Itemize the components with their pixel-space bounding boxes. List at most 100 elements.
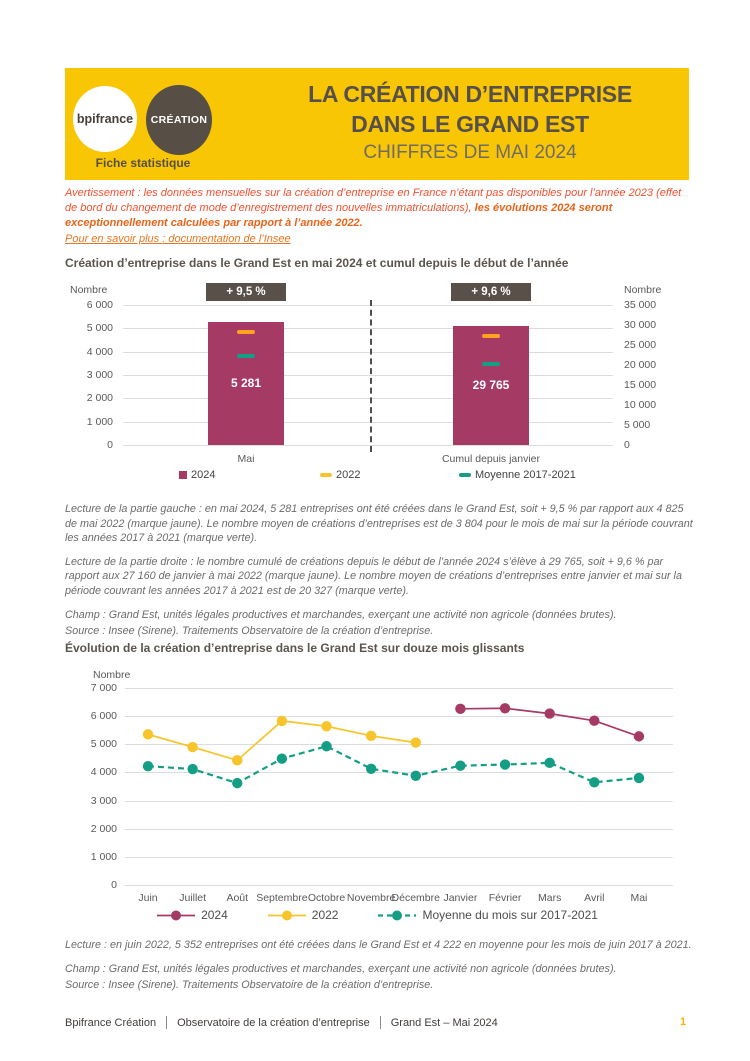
series-point-2024 [499, 703, 511, 714]
chart2-month-label: Juin [138, 892, 158, 904]
series-point-Moyenne du mois sur 2017-2021 [455, 760, 466, 771]
series-point-2022 [321, 721, 332, 732]
chart2-month-label: Août [226, 892, 249, 904]
chart1-gridline [123, 375, 613, 376]
series-point-Moyenne du mois sur 2017-2021 [589, 777, 600, 788]
chart2-legend-item: Moyenne du mois sur 2017-2021 [378, 908, 598, 922]
chart2-ytick: 1 000 [90, 850, 117, 863]
chart1-gridline [123, 305, 613, 306]
chart2-legend-label: 2024 [201, 908, 228, 922]
series-point-2022 [276, 715, 288, 727]
series-line-Moyenne du mois sur 2017-2021 [147, 745, 640, 785]
chart1-legend-swatch [179, 471, 187, 479]
chart1-title: Création d’entreprise dans le Grand Est … [65, 256, 569, 270]
chart1-legend-item: 2022 [320, 469, 360, 481]
warning-note: Avertissement : les données mensuelles s… [65, 186, 695, 230]
chart2-month-label: Janvier [443, 892, 478, 904]
chart1-right-tick: 30 000 [624, 319, 657, 331]
chart1-legend-item: Moyenne 2017-2021 [459, 469, 576, 481]
chart2-legend-item: 2022 [267, 908, 339, 922]
chart1-legend-swatch [459, 473, 471, 477]
series-point-Moyenne du mois sur 2017-2021 [276, 753, 288, 764]
marker-moyenne [237, 354, 255, 359]
series-point-Moyenne du mois sur 2017-2021 [232, 777, 243, 789]
header-titles: LA CRÉATION D’ENTREPRISE DANS LE GRAND E… [265, 79, 675, 166]
chart1-left-tick: 0 [107, 439, 113, 451]
chart2-month-label: Septembre [256, 892, 308, 904]
chart2-month-label: Avril [584, 892, 605, 904]
chart1-gridline [123, 398, 613, 400]
footer-observatory: Observatoire de la création d’entreprise [177, 1016, 370, 1029]
series-point-Moyenne du mois sur 2017-2021 [365, 763, 377, 774]
chart1-left-tick: 5 000 [86, 322, 113, 335]
chart2-ytick: 7 000 [90, 682, 117, 694]
chart2-legend-sample [157, 910, 196, 920]
chart1-gridline [123, 421, 613, 423]
warning-regular-text: Avertissement : les données mensuelles s… [65, 187, 682, 214]
series-point-2024 [633, 731, 645, 742]
chart1-left-axis-name: Nombre [70, 284, 108, 296]
footer: Bpifrance Création Observatoire de la cr… [65, 1016, 498, 1029]
series-point-2024 [455, 703, 466, 715]
page-title-line1: LA CRÉATION D’ENTREPRISE [308, 81, 632, 107]
chart2-title: Évolution de la création d’entreprise da… [65, 641, 525, 655]
chart1-right-tick: 25 000 [624, 339, 657, 351]
chart1-left-tick: 2 000 [86, 392, 113, 405]
header-banner: bpifrance CRÉATION Fiche statistique LA … [65, 68, 689, 180]
chart2-gridline [125, 688, 673, 689]
series-point-Moyenne du mois sur 2017-2021 [142, 760, 154, 772]
creation-logo-text: CRÉATION [150, 114, 208, 126]
warning-bold-text: les évolutions 2024 seront exceptionnell… [65, 201, 613, 229]
chart2-legend-sample [267, 910, 306, 920]
chart1-left-tick: 3 000 [86, 369, 113, 381]
bar-cumul [453, 325, 529, 445]
chart1-legend-label: 2024 [191, 469, 216, 481]
chart1-gridline [123, 445, 613, 446]
creation-logo: CRÉATION [146, 85, 212, 155]
source-paragraph-2: Source : Insee (Sirene). Traitements Obs… [65, 979, 434, 992]
bar-value-label: 29 765 [472, 378, 510, 393]
chart2-ytick: 4 000 [90, 766, 117, 779]
chart2-legend-item: 2024 [157, 908, 228, 922]
chart2-month-label: Octobre [307, 892, 346, 904]
series-point-Moyenne du mois sur 2017-2021 [544, 757, 555, 769]
chart2-gridline [125, 856, 673, 858]
chart2-month-label: Novembre [346, 892, 396, 904]
growth-badge: + 9,5 % [206, 283, 286, 301]
series-point-2024 [544, 708, 555, 719]
series-point-2024 [589, 715, 600, 726]
chart2-gridline [125, 744, 673, 746]
chart1-right-axis-name: Nombre [624, 284, 662, 296]
chart2-ytick: 5 000 [90, 738, 117, 751]
bpifrance-logo-text: bpifrance [76, 112, 134, 126]
chart1-legend-swatch [320, 473, 332, 477]
series-point-2022 [142, 729, 154, 740]
chart1-left-tick: 6 000 [86, 299, 113, 311]
bar-mai [208, 321, 284, 445]
chart2-month-label: Mars [537, 892, 562, 904]
bpifrance-logo: bpifrance [73, 86, 137, 152]
chart1-right-tick: 15 000 [624, 379, 657, 391]
lecture-paragraph: Lecture : en juin 2022, 5 352 entreprise… [65, 939, 692, 951]
chart2-ytick: 2 000 [90, 822, 117, 835]
chart2-month-label: Juillet [179, 892, 207, 904]
champ-paragraph-2: Champ : Grand Est, unités légales produc… [65, 962, 617, 975]
page-subtitle: CHIFFRES DE MAI 2024 [363, 142, 577, 163]
chart1-legend-label: 2022 [336, 469, 361, 481]
growth-badge: + 9,6 % [451, 283, 531, 301]
chart2-gridline [125, 772, 673, 774]
series-point-2022 [187, 741, 198, 753]
chart2-gridline [125, 885, 673, 886]
chart1-right-tick: 35 000 [624, 299, 657, 311]
chart2-ytick: 6 000 [90, 710, 117, 723]
insee-documentation-link[interactable]: Pour en savoir plus : documentation de l… [65, 233, 291, 245]
chart2-legend-label: 2022 [311, 908, 339, 922]
chart1-category-label: Mai [237, 453, 255, 465]
chart2-ytick: 0 [111, 879, 117, 891]
series-point-Moyenne du mois sur 2017-2021 [633, 772, 645, 784]
series-point-Moyenne du mois sur 2017-2021 [321, 741, 332, 752]
chart2-series-canvas [142, 703, 645, 789]
fiche-statistique-caption: Fiche statistique [95, 156, 191, 170]
chart2-month-label: Décembre [391, 892, 440, 904]
page-title-line2: DANS LE GRAND EST [351, 111, 589, 137]
